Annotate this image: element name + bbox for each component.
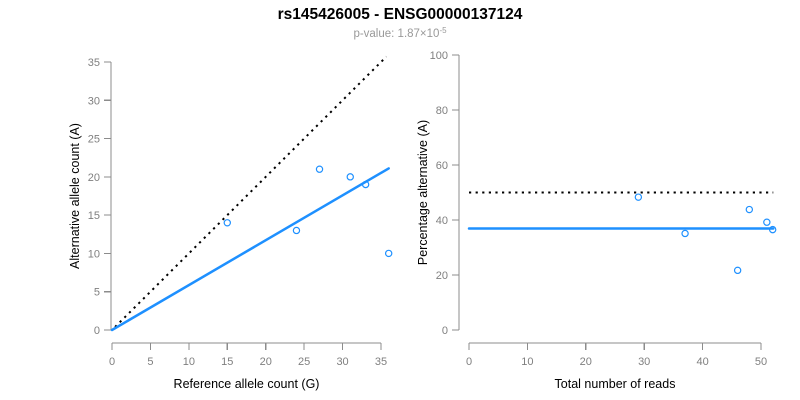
data-point — [745, 205, 754, 214]
x-axis-label: Total number of reads — [555, 377, 676, 391]
x-tick-label: 30 — [336, 356, 348, 368]
x-tick-label: 10 — [521, 356, 533, 368]
data-point — [346, 173, 354, 181]
data-point — [681, 229, 689, 238]
identity-line — [114, 55, 388, 328]
x-tick-label: 5 — [147, 356, 153, 368]
y-tick-label: 40 — [436, 215, 448, 227]
data-point — [315, 165, 324, 173]
data-point — [292, 226, 301, 235]
p-value-exponent: -5 — [439, 26, 447, 35]
y-axis-label: Percentage alternative (A) — [416, 120, 430, 265]
x-tick-label: 30 — [638, 356, 650, 368]
y-tick-label: 35 — [88, 57, 100, 69]
y-axis-label: Alternative allele count (A) — [68, 123, 82, 269]
data-point — [223, 219, 231, 227]
x-axis-label: Reference allele count (G) — [174, 377, 320, 391]
y-tick-label: 0 — [94, 325, 100, 337]
p-value-text: p-value: 1.87×10 — [353, 28, 440, 40]
y-tick-label: 25 — [88, 134, 100, 146]
y-tick-label: 10 — [88, 248, 100, 260]
x-tick-label: 35 — [375, 356, 387, 368]
data-point — [763, 218, 771, 226]
y-tick-label: 80 — [436, 105, 448, 117]
data-point — [634, 193, 643, 201]
x-tick-label: 20 — [260, 356, 272, 368]
fit-line — [110, 167, 390, 332]
y-tick-label: 15 — [88, 210, 100, 222]
data-point — [733, 266, 742, 275]
plot-subtitle: p-value: 1.87×10-5 — [0, 26, 800, 40]
y-tick-label: 0 — [442, 325, 448, 337]
plot-title: rs145426005 - ENSG00000137124 — [277, 6, 523, 23]
x-tick-label: 15 — [221, 356, 233, 368]
x-tick-label: 0 — [109, 356, 115, 368]
data-point — [361, 180, 370, 189]
x-tick-label: 50 — [755, 356, 767, 368]
y-tick-label: 60 — [436, 160, 448, 172]
x-tick-label: 40 — [696, 356, 708, 368]
data-point — [768, 225, 777, 234]
x-tick-label: 10 — [183, 356, 195, 368]
y-tick-label: 30 — [88, 95, 100, 107]
y-tick-label: 20 — [436, 270, 448, 282]
x-tick-label: 25 — [298, 356, 310, 368]
y-tick-label: 20 — [88, 172, 100, 184]
y-tick-label: 100 — [430, 50, 448, 62]
data-point — [384, 249, 393, 258]
x-tick-label: 0 — [466, 356, 472, 368]
y-tick-label: 5 — [94, 287, 100, 299]
x-tick-label: 20 — [580, 356, 592, 368]
